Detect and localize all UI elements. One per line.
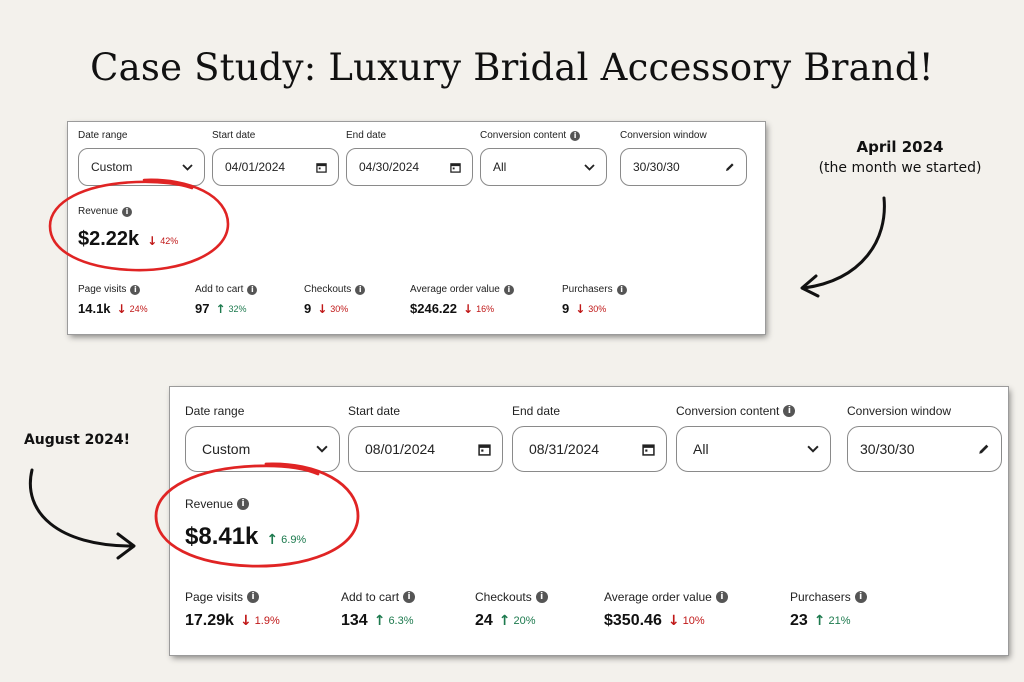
info-icon[interactable]: i	[122, 206, 133, 217]
conversion-window-input[interactable]: 30/30/30	[847, 426, 1002, 472]
annotation-august: August 2024!	[23, 432, 131, 448]
start-date-label: Start date	[348, 404, 401, 418]
info-icon[interactable]: i	[247, 284, 258, 295]
info-icon[interactable]: i	[535, 591, 548, 603]
arrow-down-icon: ↓	[575, 302, 586, 316]
start-date-label: Start date	[212, 130, 256, 141]
pencil-icon[interactable]	[978, 443, 1001, 455]
arrow-up-icon: ↑	[498, 613, 511, 629]
arrow-up-icon: ↑	[215, 302, 226, 316]
date-range-label: Date range	[185, 404, 245, 418]
revenue-label: Revenue i	[78, 206, 133, 217]
end-date-label: End date	[346, 130, 387, 141]
arrow-down-icon: ↓	[463, 302, 474, 316]
info-icon[interactable]: i	[237, 498, 250, 510]
metric-add-to-cart: Add to cart i 97 ↑ 32%	[195, 284, 258, 316]
date-range-select[interactable]: Custom	[78, 148, 205, 186]
metric-checkouts: Checkouts i 24 ↑ 20%	[475, 590, 548, 630]
conversion-content-select[interactable]: All	[480, 148, 607, 186]
arrow-up-icon: ↑	[813, 613, 826, 629]
metric-checkouts: Checkouts i 9 ↓ 30%	[304, 284, 366, 316]
analytics-panel-august: Date range Custom Start date 08/01/2024 …	[170, 387, 1008, 655]
chevron-down-icon	[316, 445, 339, 453]
end-date-input[interactable]: 04/30/2024	[346, 148, 473, 186]
info-icon[interactable]: i	[854, 591, 867, 603]
arrow-down-icon: ↓	[317, 302, 328, 316]
arrow-down-icon: ↓	[239, 613, 252, 629]
calendar-icon	[316, 162, 338, 173]
metric-purchasers: Purchasers i 9 ↓ 30%	[562, 284, 627, 316]
revenue-change: ↑ 6.9%	[266, 532, 307, 548]
info-icon[interactable]: i	[403, 591, 416, 603]
annotation-april: April 2024 (the month we started)	[818, 138, 982, 176]
revenue-value: $2.22k ↓ 42%	[78, 228, 179, 250]
conversion-content-label: Conversion content i	[676, 404, 796, 418]
info-icon[interactable]: i	[570, 130, 581, 141]
calendar-icon	[450, 162, 472, 173]
conversion-content-label: Conversion content i	[480, 130, 581, 141]
conversion-window-label: Conversion window	[620, 130, 707, 141]
revenue-value: $8.41k ↑ 6.9%	[185, 523, 307, 550]
pencil-icon[interactable]	[725, 162, 746, 172]
info-icon[interactable]: i	[247, 591, 260, 603]
info-icon[interactable]: i	[715, 591, 728, 603]
arrow-down-icon: ↓	[147, 234, 158, 248]
info-icon[interactable]: i	[130, 284, 141, 295]
start-date-input[interactable]: 04/01/2024	[212, 148, 339, 186]
revenue-label: Revenue i	[185, 497, 250, 511]
info-icon[interactable]: i	[503, 284, 514, 295]
end-date-input[interactable]: 08/31/2024	[512, 426, 667, 472]
calendar-icon	[478, 443, 502, 456]
conversion-window-input[interactable]: 30/30/30	[620, 148, 747, 186]
curved-arrow-august-icon	[29, 468, 136, 560]
date-range-label: Date range	[78, 130, 128, 141]
arrow-up-icon: ↑	[266, 532, 279, 548]
chevron-down-icon	[807, 445, 830, 453]
metric-purchasers: Purchasers i 23 ↑ 21%	[790, 590, 867, 630]
chevron-down-icon	[584, 163, 606, 171]
end-date-label: End date	[512, 404, 561, 418]
conversion-content-select[interactable]: All	[676, 426, 831, 472]
metric-add-to-cart: Add to cart i 134 ↑ 6.3%	[341, 590, 416, 629]
metric-page-visits: Page visits i 14.1k ↓ 24%	[78, 284, 148, 316]
arrow-down-icon: ↓	[667, 613, 680, 629]
revenue-change: ↓ 42%	[147, 234, 179, 248]
page-title: Case Study: Luxury Bridal Accessory Bran…	[90, 46, 934, 89]
metric-average-order-value: Average order value i $350.46 ↓ 10%	[604, 590, 728, 630]
curved-arrow-april-icon	[800, 196, 886, 298]
metric-page-visits: Page visits i 17.29k ↓ 1.9%	[185, 590, 280, 629]
info-icon[interactable]: i	[783, 405, 796, 417]
metric-average-order-value: Average order value i $246.22 ↓ 16%	[410, 284, 514, 316]
info-icon[interactable]: i	[355, 284, 366, 295]
analytics-panel-april: Date range Custom Start date 04/01/2024 …	[68, 122, 765, 334]
info-icon[interactable]: i	[616, 284, 627, 295]
arrow-up-icon: ↑	[373, 613, 386, 629]
calendar-icon	[642, 443, 666, 456]
date-range-select[interactable]: Custom	[185, 426, 340, 472]
chevron-down-icon	[182, 163, 204, 171]
arrow-down-icon: ↓	[116, 302, 127, 316]
start-date-input[interactable]: 08/01/2024	[348, 426, 503, 472]
conversion-window-label: Conversion window	[847, 404, 952, 418]
